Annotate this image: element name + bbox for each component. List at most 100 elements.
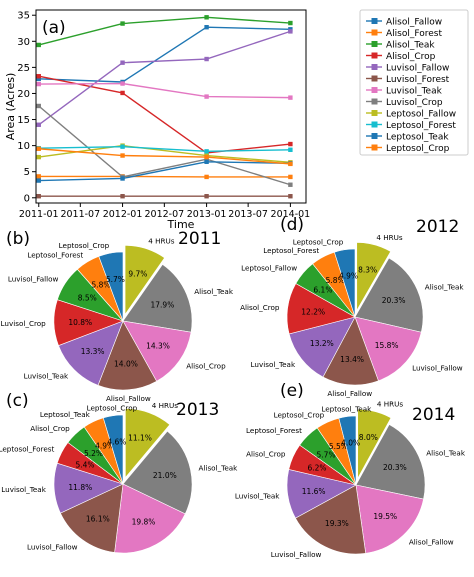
pie-slice	[288, 316, 356, 378]
slice-percent-label: 5.2%	[84, 449, 103, 458]
data-point	[204, 159, 209, 164]
data-point	[120, 81, 125, 86]
legend-swatch-marker	[371, 29, 378, 36]
data-point	[36, 122, 41, 127]
legend-entry: Alisol_Forest	[386, 29, 442, 39]
data-point	[36, 76, 41, 82]
series-line	[38, 175, 291, 178]
pie-slice	[60, 483, 124, 553]
pie-slice	[125, 408, 171, 479]
legend-swatch-marker	[371, 121, 378, 128]
pie-slice	[122, 320, 192, 382]
series-Leptosol_Crop	[36, 146, 293, 167]
data-point	[120, 60, 125, 65]
legend-swatch-marker	[371, 133, 378, 139]
legend-swatch-marker	[371, 144, 378, 151]
pie-title: 2012	[416, 217, 459, 237]
data-point	[288, 29, 293, 34]
series-line	[38, 82, 291, 99]
y-tick-label: 25	[17, 63, 30, 74]
panel-label-a: (a)	[42, 18, 66, 38]
line-chart-panel: 0 5 10 15 20 25 30 35 2011-01 2011-07 2012-01 2012-…	[4, 9, 310, 231]
slice-percent-label: 11.1%	[128, 433, 152, 442]
pie-slice	[355, 484, 424, 554]
slice-category-label: 4 HRUs	[376, 233, 403, 242]
data-point	[36, 103, 41, 109]
y-tick-label: 15	[17, 115, 30, 126]
data-point	[288, 174, 293, 180]
data-point	[36, 81, 41, 87]
slice-percent-label: 8.5%	[78, 294, 97, 303]
data-point	[120, 21, 125, 26]
slice-category-label: Alisol_Crop	[246, 449, 286, 458]
legend-entry: Alisol_Fallow	[386, 17, 442, 27]
x-tick-label: 2012-07	[144, 209, 184, 220]
data-point	[288, 194, 293, 199]
slice-category-label: Luvisol_Teak	[251, 360, 296, 369]
slice-category-label: Leptosol_Forest	[246, 426, 302, 435]
legend-entry: Leptosol_Teak	[386, 132, 449, 142]
slice-category-label: Luvisol_Fallow	[8, 275, 59, 284]
data-point	[288, 20, 293, 26]
slice-category-label: Leptosol_Teak	[321, 404, 372, 413]
legend-swatch-marker	[371, 110, 378, 116]
pie-chart-2014: (e) 2014 8.0% 4 HRUs 20.3% Alisol_Teak 19.5% Al…	[235, 381, 466, 559]
legend-entry: Alisol_Teak	[386, 40, 435, 50]
legend-entry: Luvisol_Teak	[386, 86, 443, 96]
series-line	[38, 105, 291, 186]
legend-swatch-marker	[371, 87, 378, 93]
panel-label: (d)	[280, 215, 304, 235]
series-Alisol_Crop	[36, 74, 293, 156]
slice-percent-label: 13.4%	[340, 355, 364, 364]
slice-percent-label: 5.8%	[91, 280, 110, 289]
slice-percent-label: 19.5%	[373, 512, 397, 521]
slice-category-label: Leptosol_Crop	[59, 241, 110, 250]
slice-percent-label: 9.7%	[128, 270, 147, 279]
pie-charts: (b) 2011 9.7% 4 HRUs 17.9% Alisol_Teak 14.3% Al…	[0, 215, 466, 559]
x-tick-label: 2012-01	[103, 209, 143, 220]
series-line	[38, 145, 291, 153]
pie-title: 2013	[176, 400, 219, 420]
slice-category-label: Leptosol_Crop	[87, 404, 138, 413]
legend-swatch-marker	[371, 75, 378, 82]
data-point	[288, 141, 293, 147]
pie-slice	[114, 483, 186, 554]
legend-frame	[359, 9, 469, 156]
pie-slice	[354, 316, 422, 382]
slice-percent-label: 15.8%	[375, 341, 399, 350]
pie-chart-2011: (b) 2011 9.7% 4 HRUs 17.9% Alisol_Teak 14.3% Al…	[1, 229, 234, 403]
slice-percent-label: 20.3%	[383, 463, 407, 472]
data-point	[120, 153, 125, 158]
x-tick-label: 2013-07	[228, 209, 268, 220]
data-point	[204, 25, 209, 30]
slice-category-label: Luvisol_Teak	[24, 371, 69, 380]
pie-slice	[122, 430, 193, 515]
data-point	[204, 194, 209, 199]
data-point	[36, 42, 41, 48]
slice-category-label: Leptosol_Forest	[263, 246, 319, 255]
slice-category-label: Leptosol_Forest	[0, 445, 54, 454]
slice-category-label: Alisol_Teak	[199, 464, 239, 473]
slice-category-label: Luvisol_Teak	[235, 492, 280, 501]
slice-percent-label: 8.3%	[358, 266, 377, 275]
series-line	[38, 30, 291, 126]
slice-category-label: Leptosol_Fallow	[241, 264, 297, 273]
pie-slice	[98, 251, 124, 322]
slice-percent-label: 17.9%	[151, 300, 175, 309]
data-point	[36, 146, 41, 151]
data-point	[204, 94, 209, 99]
slice-percent-label: 14.0%	[114, 360, 138, 369]
data-point	[36, 174, 41, 179]
slice-category-label: Luvisol_Fallow	[412, 363, 463, 372]
slice-percent-label: 5.5%	[329, 442, 348, 451]
series-Alisol_Fallow	[36, 25, 293, 85]
slice-category-label: Leptosol_Crop	[293, 238, 344, 247]
slice-percent-label: 16.1%	[86, 515, 110, 524]
panel-label: (b)	[6, 229, 30, 249]
pie-slice	[334, 248, 356, 318]
slice-percent-label: 4.9%	[339, 271, 358, 280]
pie-slice	[295, 484, 367, 555]
pie-slice	[102, 414, 124, 485]
